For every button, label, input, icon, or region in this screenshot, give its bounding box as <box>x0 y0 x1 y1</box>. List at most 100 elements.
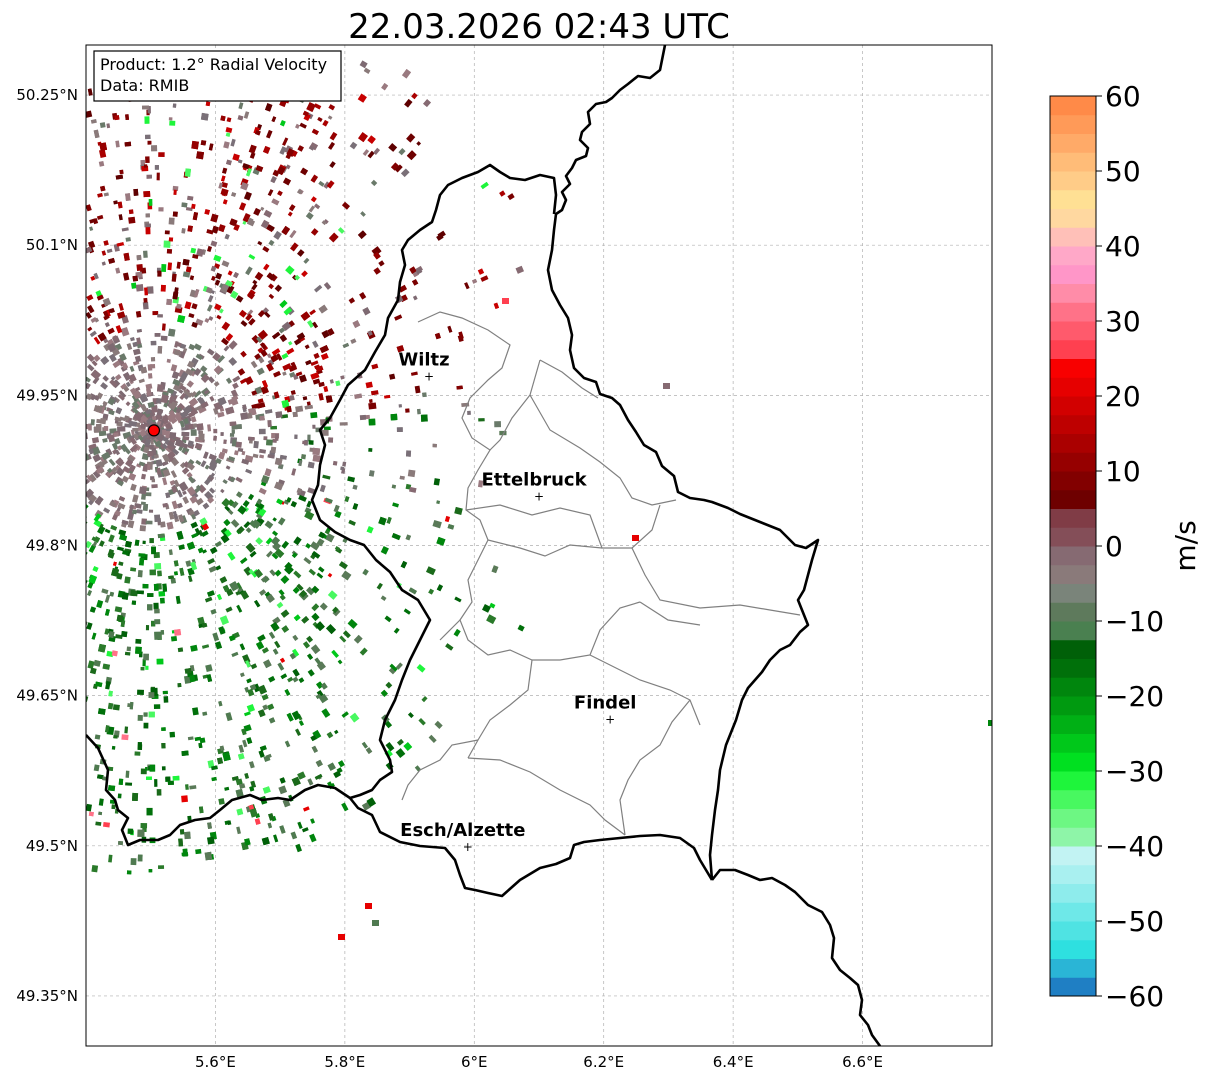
echo-pixel <box>231 439 237 447</box>
echo-pixel <box>168 549 173 556</box>
echo-pixel <box>245 542 256 553</box>
echo-pixel <box>220 533 230 544</box>
echo-pixel <box>119 353 127 362</box>
echo-pixel <box>190 247 197 254</box>
echo-pixel <box>436 536 446 546</box>
echo-pixel <box>170 364 178 372</box>
echo-pixel <box>103 507 111 514</box>
city-marker: + <box>534 489 544 503</box>
echo-pixel <box>309 309 316 316</box>
echo-pixel <box>116 242 124 247</box>
echo-pixel <box>151 546 157 555</box>
colorbar-cell <box>1050 208 1096 228</box>
echo-pixel <box>139 429 147 437</box>
echo-pixel <box>296 332 306 341</box>
echo-pixel <box>300 453 307 460</box>
echo-pixel <box>130 858 137 866</box>
echo-pixel <box>294 123 300 129</box>
echo-pixel <box>293 338 301 346</box>
echo-pixel <box>211 275 216 281</box>
echo-pixel <box>205 664 213 672</box>
colorbar-cell <box>1050 827 1096 847</box>
echo-pixel <box>96 418 104 424</box>
echo-pixel <box>151 478 156 483</box>
echo-pixel <box>122 371 132 381</box>
echo-pixel <box>123 252 130 261</box>
echo-pixel <box>309 833 317 843</box>
echo-pixel <box>310 644 321 655</box>
echo-pixel <box>282 137 289 146</box>
echo-pixel <box>234 450 239 456</box>
echo-pixel <box>262 647 269 654</box>
echo-pixel <box>221 321 231 331</box>
echo-pixel <box>318 393 324 401</box>
echo-pixel <box>241 728 247 736</box>
echo-pixel <box>367 150 375 159</box>
info-data-source: Data: RMIB <box>100 76 189 95</box>
echo-pixel <box>86 448 87 457</box>
echo-pixel <box>175 407 182 414</box>
echo-pixel <box>218 626 226 635</box>
echo-pixel <box>663 383 670 389</box>
echo-pixel <box>116 479 124 487</box>
echo-pixel <box>166 248 173 254</box>
echo-pixel <box>237 505 247 515</box>
echo-pixel <box>238 309 247 318</box>
echo-pixel <box>127 455 135 463</box>
echo-pixel <box>333 504 340 513</box>
echo-pixel <box>325 533 335 543</box>
echo-pixel <box>245 806 251 813</box>
echo-pixel <box>258 487 267 495</box>
echo-pixel <box>249 520 258 529</box>
echo-pixel <box>182 435 190 441</box>
echo-pixel <box>388 142 398 152</box>
echo-pixel <box>192 253 199 259</box>
echo-pixel <box>114 373 122 381</box>
echo-pixel <box>174 479 180 487</box>
colorbar-cell <box>1050 808 1096 828</box>
echo-pixel <box>210 265 217 272</box>
echo-pixel <box>153 583 159 591</box>
echo-pixel <box>95 681 103 688</box>
echo-pixel <box>92 453 102 463</box>
echo-pixel <box>154 165 159 170</box>
echo-pixel <box>421 696 428 703</box>
echo-pixel <box>406 150 417 161</box>
echo-pixel <box>118 214 123 221</box>
echo-pixel <box>137 829 145 837</box>
echo-pixel <box>211 225 219 234</box>
echo-pixel <box>228 357 238 366</box>
echo-pixel <box>267 454 275 459</box>
echo-pixel <box>225 333 234 342</box>
echo-pixel <box>200 112 209 121</box>
echo-pixel <box>137 570 143 578</box>
echo-pixel <box>388 667 397 675</box>
echo-pixel <box>223 519 231 527</box>
echo-pixel <box>133 433 140 440</box>
echo-pixel <box>176 402 186 412</box>
echo-pixel <box>373 147 381 155</box>
echo-pixel <box>185 207 193 212</box>
echo-pixel <box>339 422 348 426</box>
colorbar-tick-label: −30 <box>1105 755 1164 788</box>
echo-pixel <box>150 340 157 346</box>
echo-pixel <box>206 348 215 356</box>
echo-pixel <box>90 369 102 380</box>
echo-pixel <box>244 838 251 846</box>
echo-pixel <box>315 365 324 372</box>
echo-pixel <box>147 373 153 379</box>
echo-pixel <box>271 348 281 356</box>
echo-pixel <box>146 388 152 396</box>
echo-pixel <box>280 609 290 618</box>
echo-pixel <box>290 361 297 370</box>
echo-pixel <box>390 413 398 421</box>
echo-pixel <box>187 815 192 822</box>
echo-pixel <box>160 284 166 292</box>
echo-pixel <box>272 616 281 625</box>
echo-pixel <box>104 528 111 534</box>
echo-pixel <box>264 311 271 319</box>
echo-pixel <box>279 657 286 663</box>
echo-pixel <box>119 534 128 541</box>
echo-pixel <box>128 209 134 215</box>
echo-pixel <box>341 201 351 210</box>
